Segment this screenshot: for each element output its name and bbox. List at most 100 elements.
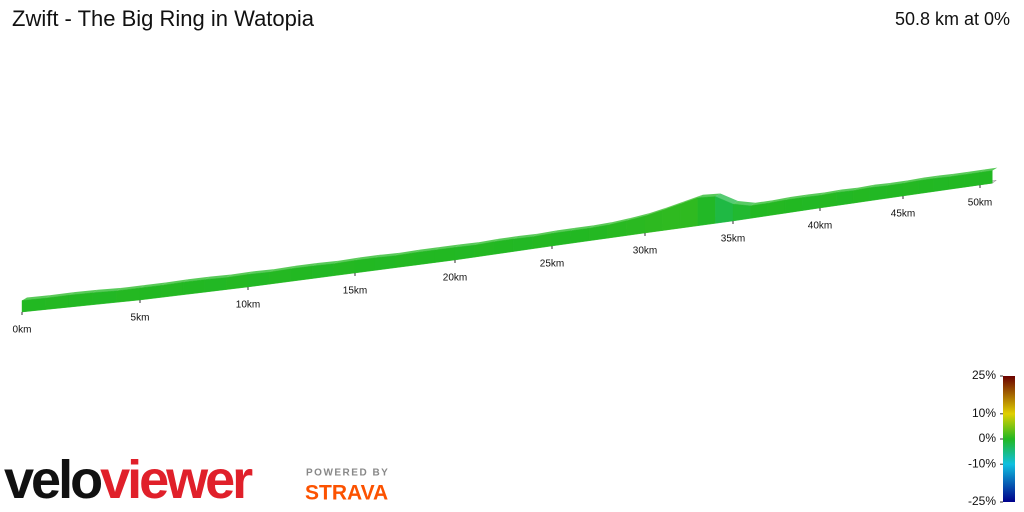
profile-top [820, 189, 842, 196]
profile-top [312, 260, 339, 266]
profile-top [415, 247, 440, 253]
profile-segment [247, 271, 270, 288]
profile-segment [182, 279, 206, 296]
profile-segment [513, 236, 533, 252]
profile-top [903, 177, 924, 184]
profile-top [69, 289, 98, 296]
profile-top [918, 175, 939, 181]
profile-top [733, 201, 756, 206]
profile-top [980, 167, 998, 173]
profile-top [607, 217, 632, 226]
profile-top [680, 194, 703, 205]
profile-segment [662, 203, 681, 231]
profile-top [116, 284, 145, 291]
x-tick-label: 30km [633, 246, 657, 257]
x-tick-label: 5km [131, 313, 150, 324]
profile-segment [785, 197, 803, 214]
strava-logo: STRAVA [305, 482, 388, 505]
profile-top [161, 279, 189, 286]
x-tick-label: 15km [343, 286, 367, 297]
x-tick-label: 45km [891, 209, 915, 220]
profile-top [455, 242, 480, 248]
profile-segment [802, 195, 821, 211]
profile-segment [902, 180, 919, 197]
profile-top [22, 295, 51, 301]
profile-top [204, 274, 232, 280]
profile-top [532, 230, 557, 237]
profile-top [513, 233, 538, 239]
profile-segment [139, 285, 162, 301]
x-tick-label: 40km [808, 221, 832, 232]
profile-top [45, 292, 75, 299]
brand-a: velo [4, 450, 101, 510]
profile-top [140, 282, 167, 288]
profile-top [552, 227, 576, 234]
color-tick-label: 25% [972, 368, 996, 382]
x-tick-label: 50km [968, 198, 992, 209]
profile-top [645, 207, 668, 216]
profile-segment [979, 170, 993, 186]
powered-by: POWERED BY [306, 468, 389, 479]
profile-top [853, 184, 875, 191]
x-tick-label: 20km [443, 273, 467, 284]
profile-segment [354, 257, 376, 274]
brand-logo: veloviewer [4, 450, 253, 510]
profile-top [92, 287, 122, 293]
profile-top [474, 238, 499, 246]
profile-top [395, 249, 420, 256]
profile-segment [732, 203, 751, 222]
profile-top [375, 252, 400, 258]
color-tick-label: -10% [968, 456, 996, 470]
profile-top [750, 200, 773, 206]
profile-top [802, 192, 825, 198]
profile-top [183, 276, 210, 283]
chart-subtitle: 50.8 km at 0% [895, 9, 1010, 29]
profile-top [248, 269, 275, 275]
profile-segment [949, 174, 965, 190]
profile-segment [414, 249, 436, 266]
profile-top [333, 257, 360, 264]
profile-top [435, 244, 460, 250]
profile-top [570, 225, 595, 231]
profile-top [290, 263, 318, 269]
color-tick-label: 0% [979, 431, 997, 445]
profile-top [933, 173, 955, 179]
chart-title: Zwift - The Big Ring in Watopia [12, 6, 315, 31]
profile-segment [434, 247, 456, 263]
profile-segment [697, 196, 716, 227]
color-tick-label: -25% [968, 494, 996, 508]
profile-segment [964, 172, 981, 188]
profile-segment [918, 178, 934, 195]
brand-b: viewer [100, 450, 253, 510]
profile-top [226, 271, 253, 278]
profile-top [626, 213, 650, 221]
profile-segment [853, 187, 870, 204]
profile-top [949, 171, 970, 177]
profile-top [493, 236, 519, 242]
profile-top [836, 187, 859, 193]
color-tick-label: 10% [972, 406, 996, 420]
profile-segment [374, 255, 396, 271]
profile-segment [836, 190, 854, 206]
profile-segment [92, 290, 117, 306]
profile-segment [933, 176, 950, 192]
x-tick-label: 35km [721, 234, 745, 245]
color-scale [1003, 376, 1015, 502]
profile-top [964, 169, 985, 175]
profile-top [662, 201, 686, 211]
profile-top [869, 182, 892, 188]
profile-segment [290, 265, 313, 282]
profile-segment [493, 238, 514, 255]
profile-segment [886, 183, 904, 199]
profile-segment [570, 227, 590, 244]
x-tick-label: 25km [540, 259, 564, 270]
profile-top [767, 197, 791, 204]
profile-top [886, 180, 908, 186]
x-tick-label: 10km [236, 300, 260, 311]
profile-segment [819, 192, 837, 209]
profile-top [715, 193, 738, 204]
profile-segment [750, 202, 768, 219]
profile-segment [204, 277, 227, 293]
